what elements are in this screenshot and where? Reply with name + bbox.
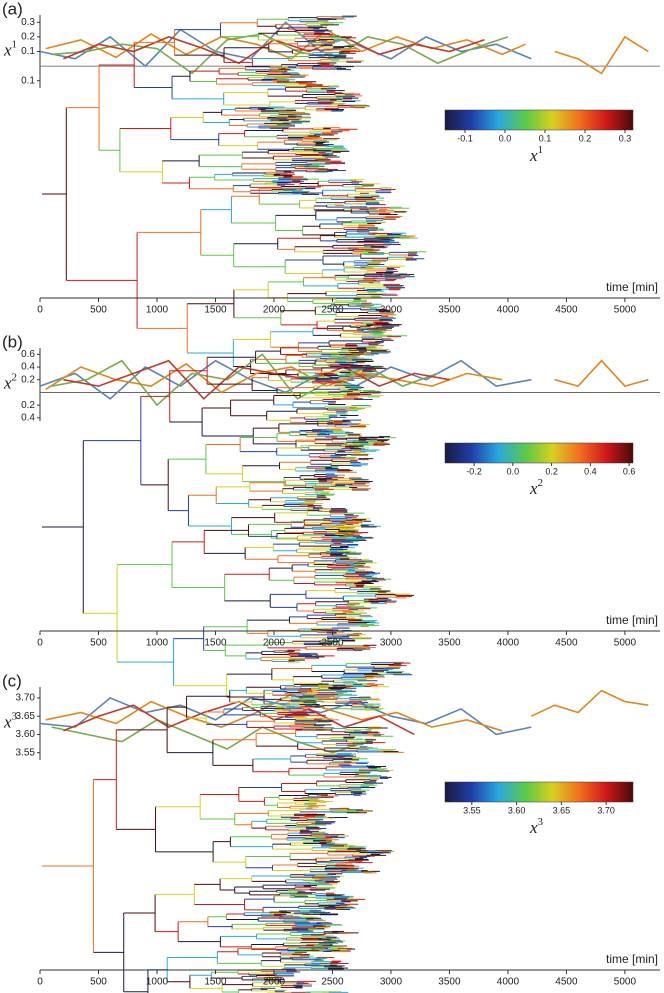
y-tick-label: 0.2 (21, 32, 35, 43)
x-axis-label: time [min] (606, 280, 658, 294)
x-tick-label: 3500 (438, 977, 461, 988)
x-tick-label: 3500 (438, 638, 461, 649)
x-axis-label: time [min] (606, 952, 658, 966)
x-tick-label: 3000 (380, 977, 403, 988)
colorbar-label: x2 (529, 477, 543, 498)
trace-line (39, 696, 532, 736)
trace-line (51, 33, 509, 75)
x-tick-label: 5000 (614, 638, 637, 649)
y-axis-label: x2 (3, 371, 17, 392)
y-tick-label: 0.4 (21, 412, 35, 423)
trace-line (63, 36, 485, 65)
y-tick-label: 0.4 (21, 362, 35, 373)
colorbar-tick-label: 0.2 (545, 466, 558, 476)
x-axis-label: time [min] (606, 613, 658, 627)
x-tick-label: 1000 (146, 977, 169, 988)
x-tick-label: 4000 (497, 977, 520, 988)
trace-line (554, 35, 649, 75)
trace-line (51, 353, 438, 407)
trace-line (51, 718, 368, 754)
lineage-tree (42, 15, 427, 381)
lineage-tree (42, 683, 404, 993)
trace-line (554, 359, 649, 388)
trace-line (530, 689, 649, 717)
y-tick-label: 0.6 (21, 349, 35, 360)
colorbar-tick-label: 0.4 (584, 466, 597, 476)
y-tick-label: 0.2 (21, 374, 35, 385)
colorbar-tick-label: 0.6 (623, 466, 636, 476)
colorbar-tick-label: 0.2 (579, 133, 592, 143)
x-tick-label: 2500 (321, 305, 344, 316)
colorbar-tick-label: 3.65 (553, 805, 571, 815)
trace-line (63, 359, 450, 400)
x-tick-label: 4500 (555, 638, 578, 649)
panel-label: (c) (2, 671, 22, 690)
colorbar-tick-label: 0.0 (499, 133, 512, 143)
x-tick-label: 3000 (380, 638, 403, 649)
colorbar-tick-label: -0.2 (466, 466, 482, 476)
colorbar-tick-label: -0.1 (457, 133, 473, 143)
y-axis-label: x3 (3, 710, 18, 731)
x-tick-label: 1000 (146, 305, 169, 316)
panel-label: (a) (2, 0, 23, 18)
x-tick-label: 1500 (204, 305, 227, 316)
x-tick-label: 3500 (438, 305, 461, 316)
x-tick-label: 2000 (263, 305, 286, 316)
colorbar-tick-label: 0.0 (507, 466, 520, 476)
colorbar-label: x3 (529, 816, 544, 837)
colorbar-tick-label: 3.55 (463, 805, 481, 815)
x-tick-label: 500 (90, 305, 107, 316)
colorbar-tick-label: 0.1 (539, 133, 552, 143)
colorbar (444, 442, 634, 464)
x-tick-label: 500 (90, 977, 107, 988)
x-tick-label: 5000 (614, 977, 637, 988)
panel-label: (b) (2, 332, 23, 351)
y-tick-label: 0.1 (21, 75, 35, 86)
x-tick-label: 4000 (497, 305, 520, 316)
y-tick-label: 3.70 (16, 693, 36, 704)
x-tick-label: 2000 (263, 638, 286, 649)
colorbar-tick-label: 3.70 (597, 805, 615, 815)
x-tick-label: 4000 (497, 638, 520, 649)
x-tick-label: 1500 (204, 638, 227, 649)
y-tick-label: 0.3 (21, 17, 35, 28)
y-tick-label: 3.60 (16, 729, 36, 740)
y-tick-label: 3.65 (16, 711, 36, 722)
colorbar (444, 109, 634, 131)
trace-line (39, 359, 532, 400)
y-axis-label: x1 (3, 38, 17, 59)
x-tick-label: 5000 (614, 305, 637, 316)
x-tick-label: 2000 (263, 977, 286, 988)
x-tick-label: 0 (37, 638, 43, 649)
y-tick-label: 0.2 (21, 400, 35, 411)
trace-line (39, 21, 532, 68)
x-tick-label: 0 (37, 305, 43, 316)
colorbar-label: x1 (529, 144, 543, 165)
x-tick-label: 500 (90, 638, 107, 649)
x-tick-label: 1000 (146, 638, 169, 649)
lineage-tree (42, 344, 415, 711)
colorbar-tick-label: 0.3 (619, 133, 632, 143)
y-tick-label: 0.1 (21, 46, 35, 57)
x-tick-label: 2500 (321, 638, 344, 649)
y-tick-label: 3.55 (16, 747, 36, 758)
x-tick-label: 3000 (380, 305, 403, 316)
x-tick-label: 2500 (321, 977, 344, 988)
x-tick-label: 4500 (555, 305, 578, 316)
x-tick-label: 4500 (555, 977, 578, 988)
colorbar-tick-label: 3.60 (508, 805, 526, 815)
x-tick-label: 0 (37, 977, 43, 988)
x-tick-label: 1500 (204, 977, 227, 988)
colorbar (444, 781, 634, 803)
